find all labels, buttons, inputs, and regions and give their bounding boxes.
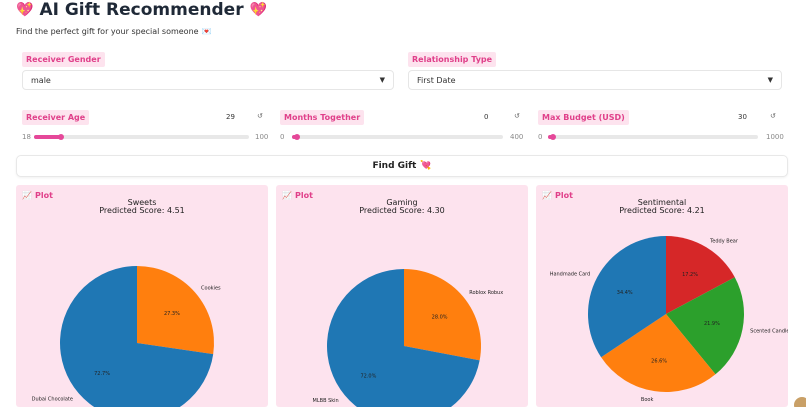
heart-icon: 💖 (16, 2, 34, 18)
plot-label: 📈 Plot (22, 191, 53, 200)
age-label: Receiver Age (22, 110, 90, 125)
heart-icon: 💌 (201, 27, 212, 36)
age-min: 18 (22, 133, 31, 141)
pie-slice-label: Dubai Chocolate (32, 396, 73, 402)
age-value[interactable]: 29 (226, 113, 235, 121)
months-slider-thumb[interactable] (294, 134, 300, 140)
pie-slice-label: Scented Candle (750, 329, 788, 335)
budget-max: 1000 (766, 133, 784, 141)
months-max: 400 (510, 133, 524, 141)
plot-label-text: Plot (554, 191, 573, 200)
budget-label: Max Budget (USD) (538, 110, 629, 125)
chart-icon: 📈 (282, 191, 292, 200)
chevron-down-icon: ▼ (767, 76, 773, 84)
age-max: 100 (255, 133, 269, 141)
find-gift-label: Find Gift (372, 161, 417, 171)
reset-icon[interactable]: ↺ (514, 112, 520, 120)
pie-slice-roblox-robux (404, 269, 481, 361)
age-slider-fill (34, 135, 62, 139)
pie-pct-label: 28.0% (432, 315, 448, 321)
plot-card-sentimental: Sentimental Predicted Score: 4.21 17.2% Ted… (536, 185, 788, 407)
chart-subtitle: Predicted Score: 4.21 (619, 206, 705, 215)
chart-icon: 📈 (22, 191, 32, 200)
chart-title: Gaming (386, 198, 417, 207)
months-slider-panel: Months Together 0 ↺ 0 400 (274, 104, 530, 148)
pie-pct-label: 27.3% (164, 311, 180, 317)
pie-pct-label: 26.6% (651, 358, 667, 364)
plot-label-text: Plot (294, 191, 313, 200)
plot-label: 📈 Plot (282, 191, 313, 200)
pie-slice-label: Roblox Robux (469, 290, 503, 296)
chart-icon: 📈 (542, 191, 552, 200)
budget-slider-thumb[interactable] (550, 134, 557, 140)
header: 💖 AI Gift Recommender 💖 (16, 0, 267, 20)
plot-label: 📈 Plot (542, 191, 573, 200)
age-slider-thumb[interactable] (57, 134, 64, 140)
months-min: 0 (280, 133, 285, 141)
pie-pct-label: 34.4% (617, 290, 633, 296)
pie-slice-label: Teddy Bear (709, 238, 739, 244)
pie-slice-label: Book (641, 397, 654, 403)
budget-value[interactable]: 30 (738, 113, 747, 121)
pie-slice-label: MLBB Skin (313, 398, 339, 404)
avatar[interactable] (794, 397, 806, 407)
gender-label: Receiver Gender (22, 52, 105, 67)
reset-icon[interactable]: ↺ (257, 112, 263, 120)
pie-slice-teddy-bear (666, 236, 735, 314)
relationship-label: Relationship Type (408, 52, 497, 67)
chart-subtitle: Predicted Score: 4.51 (99, 206, 185, 215)
budget-slider-panel: Max Budget (USD) 30 ↺ 0 1000 (532, 104, 788, 148)
pie-slice-label: Handmade Card (550, 272, 591, 278)
gender-value: male (31, 75, 51, 85)
plot-label-text: Plot (34, 191, 53, 200)
pie-slice-book (601, 314, 716, 392)
pie-slice-handmade-card (588, 236, 666, 358)
plot-card-sweets: Sweets Predicted Score: 4.51 27.3% Cookies 7… (16, 185, 268, 407)
pie-slice-scented-candle (666, 277, 744, 375)
age-slider-track[interactable] (34, 134, 249, 140)
months-label: Months Together (280, 110, 365, 125)
gender-select[interactable]: male ▼ (22, 70, 394, 90)
pie-pct-label: 17.2% (682, 272, 698, 278)
subtitle-text: Find the perfect gift for your special s… (16, 27, 199, 36)
chart-title: Sweets (128, 198, 157, 207)
pie-pct-label: 72.0% (360, 373, 376, 379)
chart-title: Sentimental (638, 198, 686, 207)
relationship-select[interactable]: First Date ▼ (408, 70, 782, 90)
relationship-panel: Relationship Type First Date ▼ (402, 46, 788, 96)
pie-pct-label: 72.7% (94, 371, 110, 377)
plot-card-gaming: Gaming Predicted Score: 4.30 28.0% Roblox R… (276, 185, 528, 407)
page-title: AI Gift Recommender (39, 0, 244, 20)
relationship-value: First Date (417, 75, 456, 85)
budget-slider-track[interactable] (548, 134, 758, 140)
page-subtitle: Find the perfect gift for your special s… (16, 27, 212, 36)
find-gift-button[interactable]: Find Gift 💘 (16, 155, 788, 177)
months-slider-track[interactable] (292, 134, 503, 140)
reset-icon[interactable]: ↺ (770, 112, 776, 120)
budget-min: 0 (538, 133, 543, 141)
pie-pct-label: 21.9% (704, 321, 720, 327)
chevron-down-icon: ▼ (379, 76, 385, 84)
heart-icon: 💖 (249, 2, 268, 18)
pie-slice-label: Cookies (201, 286, 221, 292)
months-value[interactable]: 0 (484, 113, 489, 121)
gender-panel: Receiver Gender male ▼ (16, 46, 400, 96)
age-slider-panel: Receiver Age 29 ↺ 18 100 (16, 104, 272, 148)
pie-slice-cookies (137, 266, 214, 355)
heart-icon: 💘 (420, 161, 432, 171)
chart-subtitle: Predicted Score: 4.30 (359, 206, 445, 215)
pie-slice-dubai-chocolate (60, 266, 214, 407)
pie-slice-mlbb-skin (327, 269, 480, 407)
